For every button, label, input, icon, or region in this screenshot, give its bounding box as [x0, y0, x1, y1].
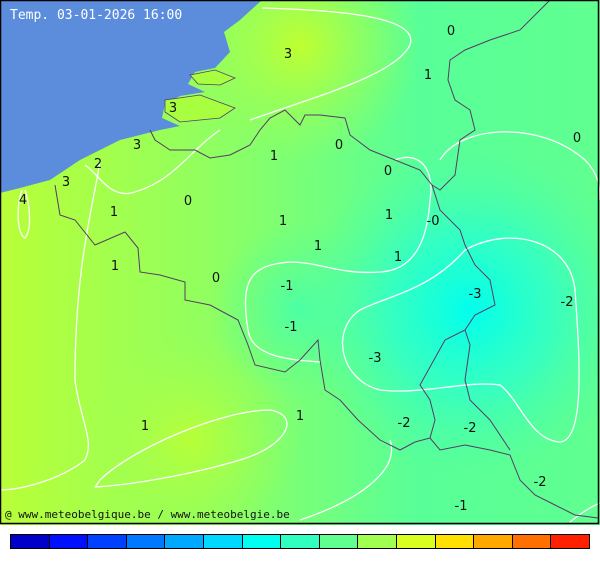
temperature-label: 3: [133, 138, 141, 153]
temperature-label: 1: [110, 205, 118, 220]
color-scale-segment: [242, 535, 282, 548]
temperature-label: -2: [561, 295, 574, 310]
temperature-label: 0: [384, 164, 392, 179]
temperature-label: -0: [427, 214, 440, 229]
temperature-label: 3: [284, 47, 292, 62]
islands: [164, 69, 237, 123]
temperature-label: 1: [296, 409, 304, 424]
temperature-label: -1: [285, 320, 298, 335]
temperature-label: -2: [398, 416, 411, 431]
temperature-label: 3: [169, 101, 177, 116]
color-scale-segment: [551, 535, 589, 548]
temperature-label: 1: [279, 214, 287, 229]
color-scale-segment: [512, 535, 552, 548]
temperature-label: 0: [212, 271, 220, 286]
map-title: Temp. 03-01-2026 16:00: [10, 8, 183, 23]
temperature-label: -3: [369, 351, 382, 366]
color-scale-segment: [358, 535, 397, 548]
temperature-label: 1: [314, 239, 322, 254]
isotherm-lines: [0, 7, 600, 523]
color-scale-segment: [319, 535, 359, 548]
temperature-label: 1: [270, 149, 278, 164]
sea: [0, 0, 262, 193]
temperature-label: -1: [455, 499, 468, 514]
temperature-label: -2: [534, 475, 547, 490]
color-scale-bar: [10, 534, 590, 549]
color-scale-segment: [474, 535, 513, 548]
country-borders: [54, 0, 599, 519]
temperature-label: 4: [19, 193, 27, 208]
temperature-label: -1: [281, 279, 294, 294]
temperature-label: 1: [424, 68, 432, 83]
temperature-label: 1: [394, 250, 402, 265]
color-scale-segment: [11, 535, 50, 548]
temperature-label: 2: [94, 157, 102, 172]
temperature-map: 3 0 1 3 3 2 3 4 1 0 0 0 0 1 1 1 -0 1 1 1 0 -1 -3 -2 -1 -3 1 -2 -2 1 -2…: [0, 0, 600, 525]
temperature-label: -3: [469, 287, 482, 302]
color-scale-segment: [281, 535, 320, 548]
temperature-label: 1: [141, 419, 149, 434]
temperature-label: 0: [335, 138, 343, 153]
temperature-label: 1: [385, 208, 393, 223]
color-scale-segment: [49, 535, 89, 548]
temperature-label: 0: [447, 24, 455, 39]
color-scale-segment: [126, 535, 166, 548]
color-scale-segment: [435, 535, 475, 548]
temperature-label: 0: [573, 131, 581, 146]
color-scale-segment: [165, 535, 204, 548]
temperature-label: 1: [111, 259, 119, 274]
temperature-label: -2: [464, 421, 477, 436]
color-scale-segment: [203, 535, 243, 548]
color-scale-segment: [88, 535, 127, 548]
temperature-label: 0: [184, 194, 192, 209]
credit-text: @ www.meteobelgique.be / www.meteobelgie…: [5, 508, 290, 521]
color-scale-segment: [396, 535, 436, 548]
temperature-label: 3: [62, 175, 70, 190]
